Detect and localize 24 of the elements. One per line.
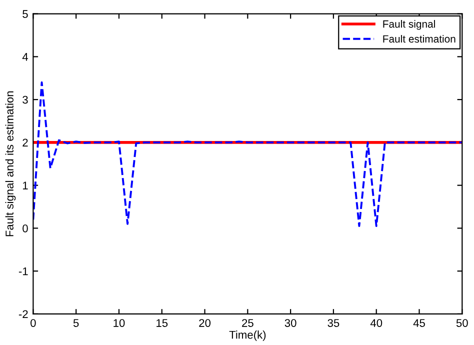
- x-tick-label: 25: [242, 319, 254, 327]
- y-tick-label: 1: [22, 182, 28, 190]
- y-tick-label: -2: [18, 310, 28, 318]
- y-tick-label: 5: [22, 10, 28, 18]
- x-tick-label: 30: [284, 319, 296, 327]
- x-tick-label: 35: [328, 319, 340, 327]
- y-tick-label: 0: [22, 224, 28, 232]
- y-axis-title: Fault signal and its estimation: [5, 91, 16, 236]
- x-tick-label: 0: [30, 319, 36, 327]
- x-axis-title: Time(k): [229, 330, 266, 341]
- y-tick-label: 4: [22, 53, 28, 61]
- line-series: [33, 81, 462, 228]
- x-tick-label: 40: [370, 319, 382, 327]
- y-tick-label: 3: [22, 96, 28, 104]
- x-tick-label: 20: [199, 319, 211, 327]
- x-tick-label: 10: [114, 319, 125, 327]
- legend-label: Fault signal: [383, 20, 435, 30]
- x-tick-label: 15: [156, 319, 168, 327]
- x-tick-label: 45: [413, 319, 425, 327]
- legend-label: Fault estimation: [383, 34, 456, 43]
- x-tick-label: 5: [73, 319, 79, 327]
- y-tick-label: 2: [22, 138, 28, 146]
- x-tick-label: 50: [456, 319, 468, 327]
- y-tick-label: -1: [18, 267, 28, 276]
